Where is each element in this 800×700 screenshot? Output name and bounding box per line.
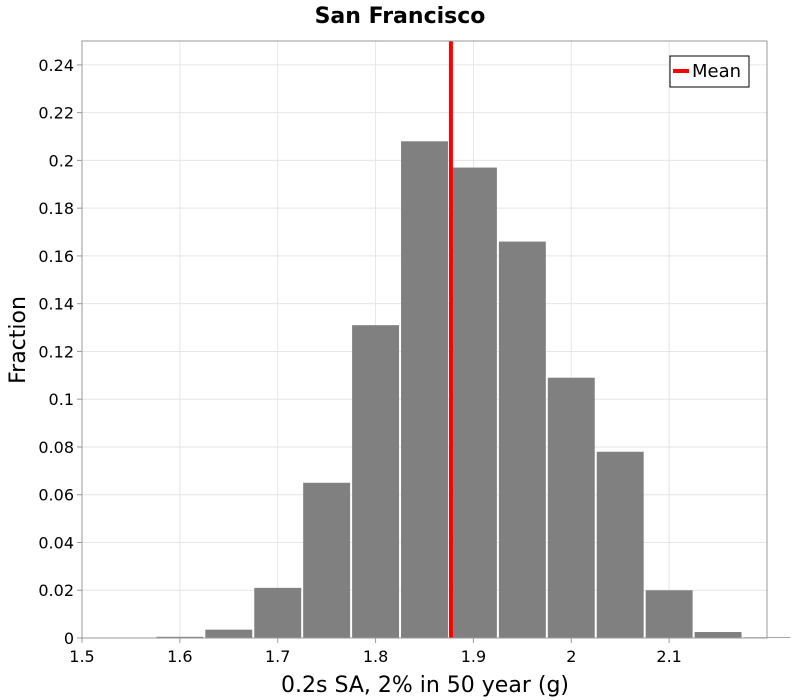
histogram-bar-7 bbox=[449, 167, 497, 638]
legend: Mean bbox=[669, 55, 750, 88]
y-tick-label: 0.08 bbox=[38, 438, 74, 457]
histogram-bar-6 bbox=[401, 141, 448, 638]
tick-layer: 1.5 1.6 1.7 1.8 1.9 2 2.1 0 0.02 0.04 0.06 0.08 0.1 0… bbox=[38, 56, 681, 666]
histogram-bar-4 bbox=[303, 482, 351, 638]
y-tick-label: 0.12 bbox=[38, 342, 74, 361]
y-tick-label: 0.16 bbox=[38, 247, 74, 266]
y-tick-label: 0 bbox=[64, 629, 74, 648]
chart-title: San Francisco bbox=[315, 4, 486, 29]
x-tick-label: 1.9 bbox=[461, 647, 486, 666]
histogram-bar-2 bbox=[205, 629, 253, 638]
y-tick-label: 0.18 bbox=[38, 199, 74, 218]
histogram-bar-10 bbox=[596, 451, 644, 638]
x-tick-label: 1.5 bbox=[69, 647, 94, 666]
y-tick-label: 0.2 bbox=[49, 151, 74, 170]
x-tick-label: 1.6 bbox=[167, 647, 192, 666]
histogram-bar-12 bbox=[694, 632, 742, 638]
histogram-bar-5 bbox=[352, 325, 400, 638]
x-axis-title: 0.2s SA, 2% in 50 year (g) bbox=[281, 673, 569, 698]
y-tick-label: 0.1 bbox=[49, 390, 74, 409]
y-tick-label: 0.24 bbox=[38, 56, 74, 75]
histogram-bar-1 bbox=[156, 636, 204, 638]
x-tick-label: 2.1 bbox=[656, 647, 681, 666]
histogram-bar-9 bbox=[547, 377, 595, 638]
legend-mean-label: Mean bbox=[692, 61, 741, 82]
x-tick-label: 1.8 bbox=[363, 647, 388, 666]
x-tick-label: 2 bbox=[566, 647, 576, 666]
histogram-bar-3 bbox=[254, 587, 302, 638]
y-tick-label: 0.14 bbox=[38, 295, 74, 314]
plot-frame bbox=[81, 40, 768, 639]
x-tick-label: 1.7 bbox=[265, 647, 290, 666]
y-tick-label: 0.02 bbox=[38, 581, 74, 600]
histogram-bar-8 bbox=[498, 241, 546, 639]
y-tick-label: 0.04 bbox=[38, 533, 74, 552]
y-axis-title: Fraction bbox=[6, 296, 31, 384]
y-tick-label: 0.22 bbox=[38, 104, 74, 123]
y-tick-label: 0.06 bbox=[38, 486, 74, 505]
bar-layer bbox=[107, 141, 791, 639]
histogram-bar-11 bbox=[645, 590, 693, 638]
